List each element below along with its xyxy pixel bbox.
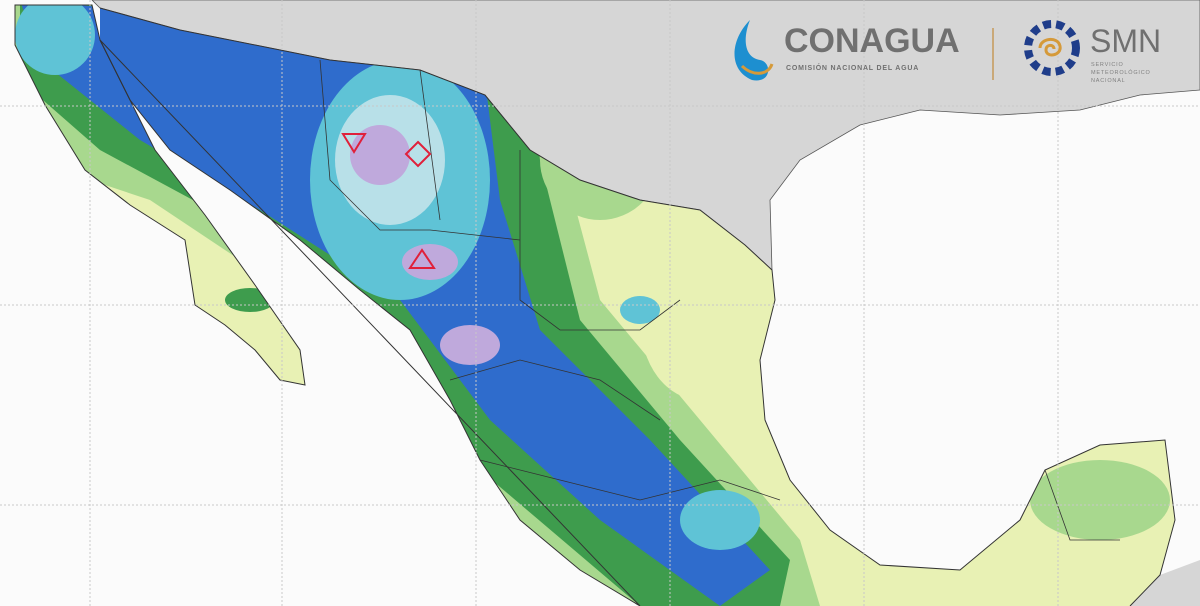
smn-icon-ring <box>1024 20 1080 76</box>
smn-name: SMN <box>1090 23 1161 59</box>
conagua-logo: CONAGUA COMISIÓN NACIONAL DEL AGUA <box>734 20 960 81</box>
conagua-name: CONAGUA <box>784 22 960 60</box>
conagua-icon-accent <box>740 63 774 75</box>
smn-subtitle-line: METEOROLÓGICO <box>1091 69 1151 76</box>
smn-subtitle-line: NACIONAL <box>1091 78 1126 84</box>
smn-icon-spiral <box>1038 38 1062 57</box>
coastlines <box>14 4 1176 606</box>
conagua-subtitle: COMISIÓN NACIONAL DEL AGUA <box>786 63 919 72</box>
smn-logo: SMN SERVICIO METEOROLÓGICO NACIONAL <box>1024 20 1161 84</box>
alert-symbols <box>341 133 436 269</box>
smn-subtitle-line: SERVICIO <box>1091 62 1124 68</box>
neighbor-land <box>1080 560 1200 606</box>
